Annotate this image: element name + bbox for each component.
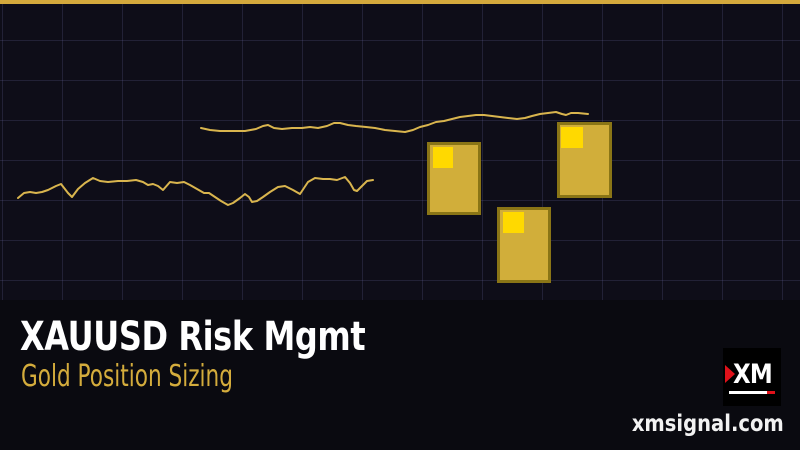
gold-bar-highlight xyxy=(561,127,583,148)
gold-price-chart xyxy=(17,111,612,283)
top-accent-bar xyxy=(0,0,800,4)
xm-logo: XM xyxy=(723,348,781,406)
gold-price-line-lower xyxy=(17,176,374,206)
bottom-panel xyxy=(0,300,800,450)
gold-bar-highlight xyxy=(433,147,453,168)
xm-logo-row: XM xyxy=(725,361,779,388)
chart-area xyxy=(0,0,800,300)
page-title: XAUUSD Risk Mgmt xyxy=(20,314,366,360)
xm-logo-text: XM xyxy=(733,358,773,390)
gold-price-line-upper xyxy=(200,111,589,133)
gold-bar-highlight xyxy=(503,212,524,233)
website-url: xmsignal.com xyxy=(632,411,784,437)
xm-arrow-icon xyxy=(725,365,736,383)
xm-logo-underline xyxy=(729,390,775,394)
xm-underline-red-tip xyxy=(767,390,775,394)
page-subtitle: Gold Position Sizing xyxy=(21,359,233,394)
